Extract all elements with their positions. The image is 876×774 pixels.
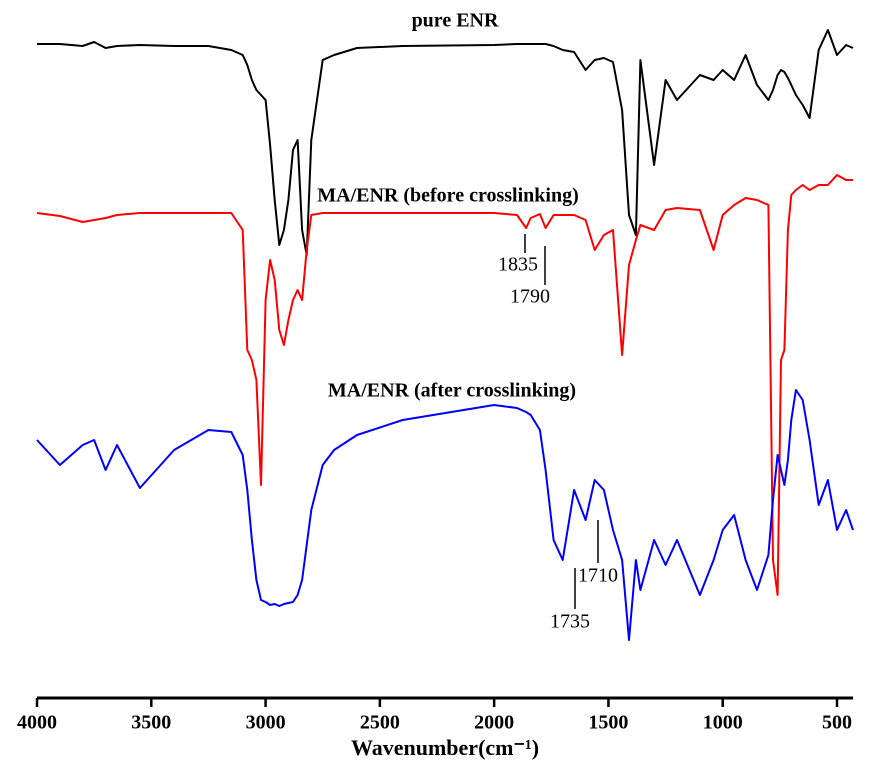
x-tick-label: 2500 [360, 712, 400, 734]
x-tick-label: 2000 [474, 712, 514, 734]
x-tick-label: 1000 [703, 712, 743, 734]
x-tick-label: 3000 [246, 712, 286, 734]
series-label: pure ENR [412, 10, 499, 32]
annotation: 1735 [550, 611, 590, 633]
spectrum-line [37, 29, 854, 256]
annotation: 1835 [498, 254, 538, 276]
x-tick-label: 3500 [131, 712, 171, 734]
spectrum-line [36, 389, 854, 641]
annotation: 1790 [510, 286, 550, 308]
series-label: MA/ENR (after crosslinking) [328, 380, 576, 402]
annotation: 1710 [578, 565, 618, 587]
x-axis-label: Wavenumber(cm⁻¹) [351, 735, 539, 760]
x-tick-label: 4000 [17, 712, 57, 734]
series-label: MA/ENR (before crosslinking) [317, 185, 578, 207]
x-tick-label: 1500 [588, 712, 628, 734]
x-tick-label: 500 [822, 712, 852, 734]
spectrum-line [36, 174, 853, 596]
